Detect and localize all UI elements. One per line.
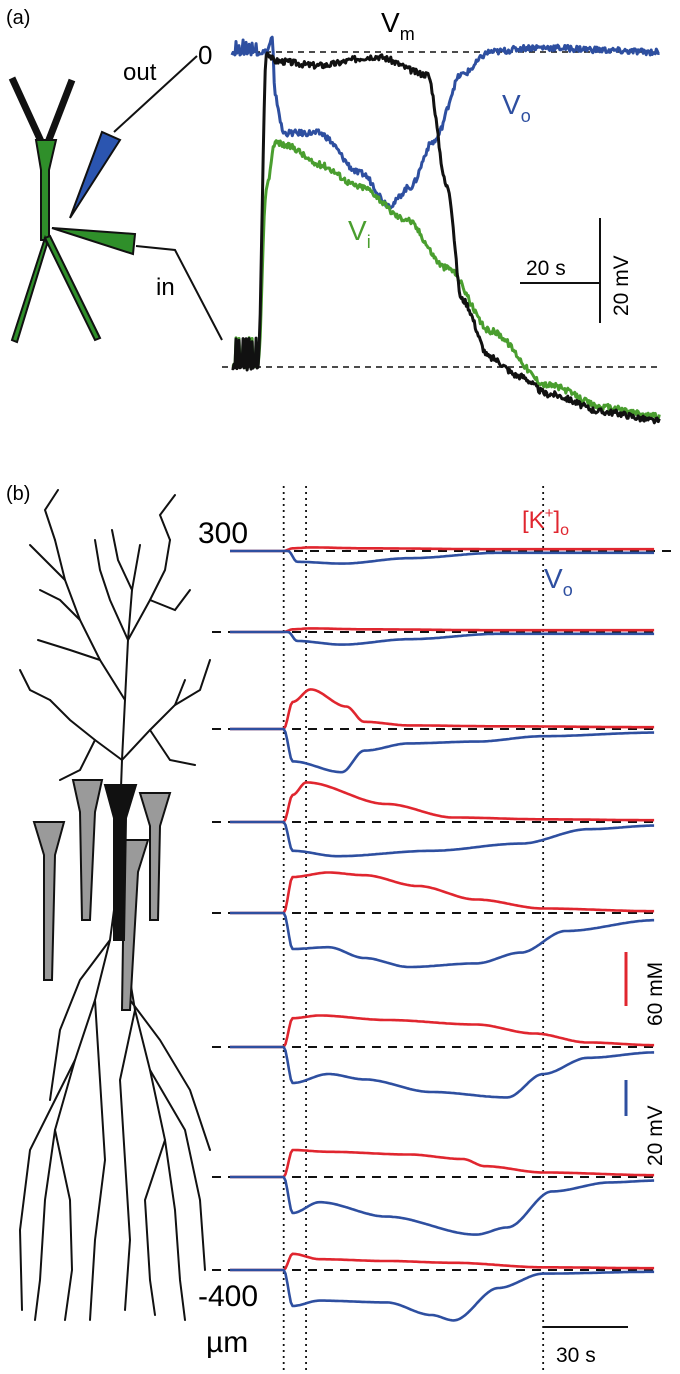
trace-vm (231, 51, 661, 425)
neuron-basal-dendrite (118, 1009, 136, 1311)
neighbor-soma (138, 792, 172, 921)
depth-bottom-label: -400 (198, 1280, 258, 1313)
vo-trace-row-3 (230, 727, 655, 774)
neuron-branch (149, 729, 196, 766)
depth-unit-label: µm (206, 1326, 248, 1359)
neuron-basal-dendrite (49, 939, 111, 1101)
k-trace-row-1 (230, 546, 655, 553)
vo-label-a: Vo (502, 89, 531, 126)
vm-label: Vm (381, 7, 415, 44)
vm-label-sub: m (400, 24, 415, 44)
neuron-branch (158, 494, 176, 541)
neuron-basal-dendrite (34, 879, 119, 1321)
k-trace-row-4 (230, 781, 655, 824)
vo-trace-row-8 (230, 1268, 655, 1322)
scale-k-label: 60 mM (644, 962, 667, 1026)
neuron-basal-dendrite (143, 1139, 166, 1316)
depth-top-label: 300 (198, 517, 248, 550)
scale-v-label-b: 20 mV (644, 1105, 667, 1166)
neighbor-cells (32, 779, 172, 1011)
panel-b: (b) (6, 483, 675, 1370)
vi-label-main: V (348, 215, 367, 246)
neuron-apical-dendrite (119, 544, 141, 816)
k-trace-row-7 (230, 1148, 655, 1179)
k-label-sub: o (560, 522, 569, 539)
neuron-basal-dendrite (89, 999, 107, 1321)
neuron-branch (111, 529, 133, 591)
vi-label-sub: i (367, 232, 371, 252)
cell-basal-left (10, 234, 49, 344)
scale-voltage-label-a: 20 mV (610, 255, 633, 316)
neighbor-soma (32, 821, 66, 981)
neuron-branch (174, 659, 211, 706)
cell-schematic: out in (8, 55, 223, 344)
neuron-branch (37, 639, 101, 661)
neighbor-soma (71, 779, 104, 921)
neuron-branch (94, 539, 129, 641)
panel-a-traces (230, 35, 661, 425)
k-label-main: [K (522, 507, 545, 534)
pipette-out-wire (113, 55, 198, 133)
in-label: in (156, 274, 175, 301)
k-trace-row-5 (230, 871, 655, 915)
vo-trace-row-2 (230, 630, 655, 646)
trace-vi (231, 139, 661, 421)
neuron-basal-dendrite (149, 1069, 206, 1271)
recorded-soma (103, 784, 138, 941)
neuron-branch (19, 669, 51, 701)
neuron-branch (39, 589, 81, 621)
scale-time-label-b: 30 s (556, 1344, 596, 1367)
trace-vo (230, 35, 660, 210)
out-label: out (123, 59, 157, 86)
cell-apical-branch-left (8, 76, 49, 152)
k-trace-row-6 (230, 1014, 655, 1049)
neuron-branch (54, 539, 126, 701)
vo-trace-row-5 (230, 911, 655, 969)
cell-soma (34, 139, 58, 241)
neuron-branch (43, 489, 59, 541)
panel-b-traces (212, 546, 675, 1322)
vo-label-b-main: V (544, 563, 563, 594)
vo-label-a-sub: o (521, 106, 531, 126)
neuron-basal-dendrite (18, 1059, 76, 1311)
vm-label-main: V (381, 7, 400, 38)
cell-basal-right (43, 234, 102, 342)
panel-b-label: (b) (6, 483, 30, 505)
neuron-branch (127, 539, 171, 641)
panel-a: (a) out in 0 Vm Vo (6, 7, 661, 425)
k-trace-row-8 (230, 1252, 655, 1272)
neuron-branch (29, 544, 66, 581)
neuron-branch (121, 679, 186, 761)
panel-a-label: (a) (6, 7, 30, 29)
vo-series-label-b: Vo (544, 563, 573, 600)
vo-trace-row-6 (230, 1045, 655, 1099)
neuron-branch (59, 739, 96, 781)
vo-trace-row-7 (230, 1175, 655, 1236)
k-trace-row-3 (230, 688, 655, 731)
neuron-basal-dendrite (129, 999, 211, 1151)
pipette-in (51, 227, 137, 256)
neuron-drawing (18, 489, 211, 1321)
neuron-branch (49, 699, 123, 761)
vi-label: Vi (348, 215, 371, 252)
k-trace-row-2 (230, 627, 655, 634)
k-label-after: ] (553, 507, 560, 534)
vo-label-a-main: V (502, 89, 521, 120)
vertical-markers (282, 486, 545, 1370)
vo-trace-row-1 (230, 549, 655, 565)
zero-label: 0 (198, 40, 212, 70)
neuron-branch (149, 589, 191, 612)
pipette-out (69, 130, 122, 219)
neuron-basal-dendrite (54, 1129, 74, 1321)
vo-trace-row-4 (230, 820, 655, 858)
k-label-sup: + (545, 505, 554, 522)
scale-time-label-a: 20 s (526, 257, 566, 280)
cell-apical-branch-right (41, 78, 76, 152)
pipette-in-wire (135, 245, 223, 341)
vo-label-b-sub: o (563, 580, 573, 600)
k-series-label: [K+]o (522, 505, 569, 539)
